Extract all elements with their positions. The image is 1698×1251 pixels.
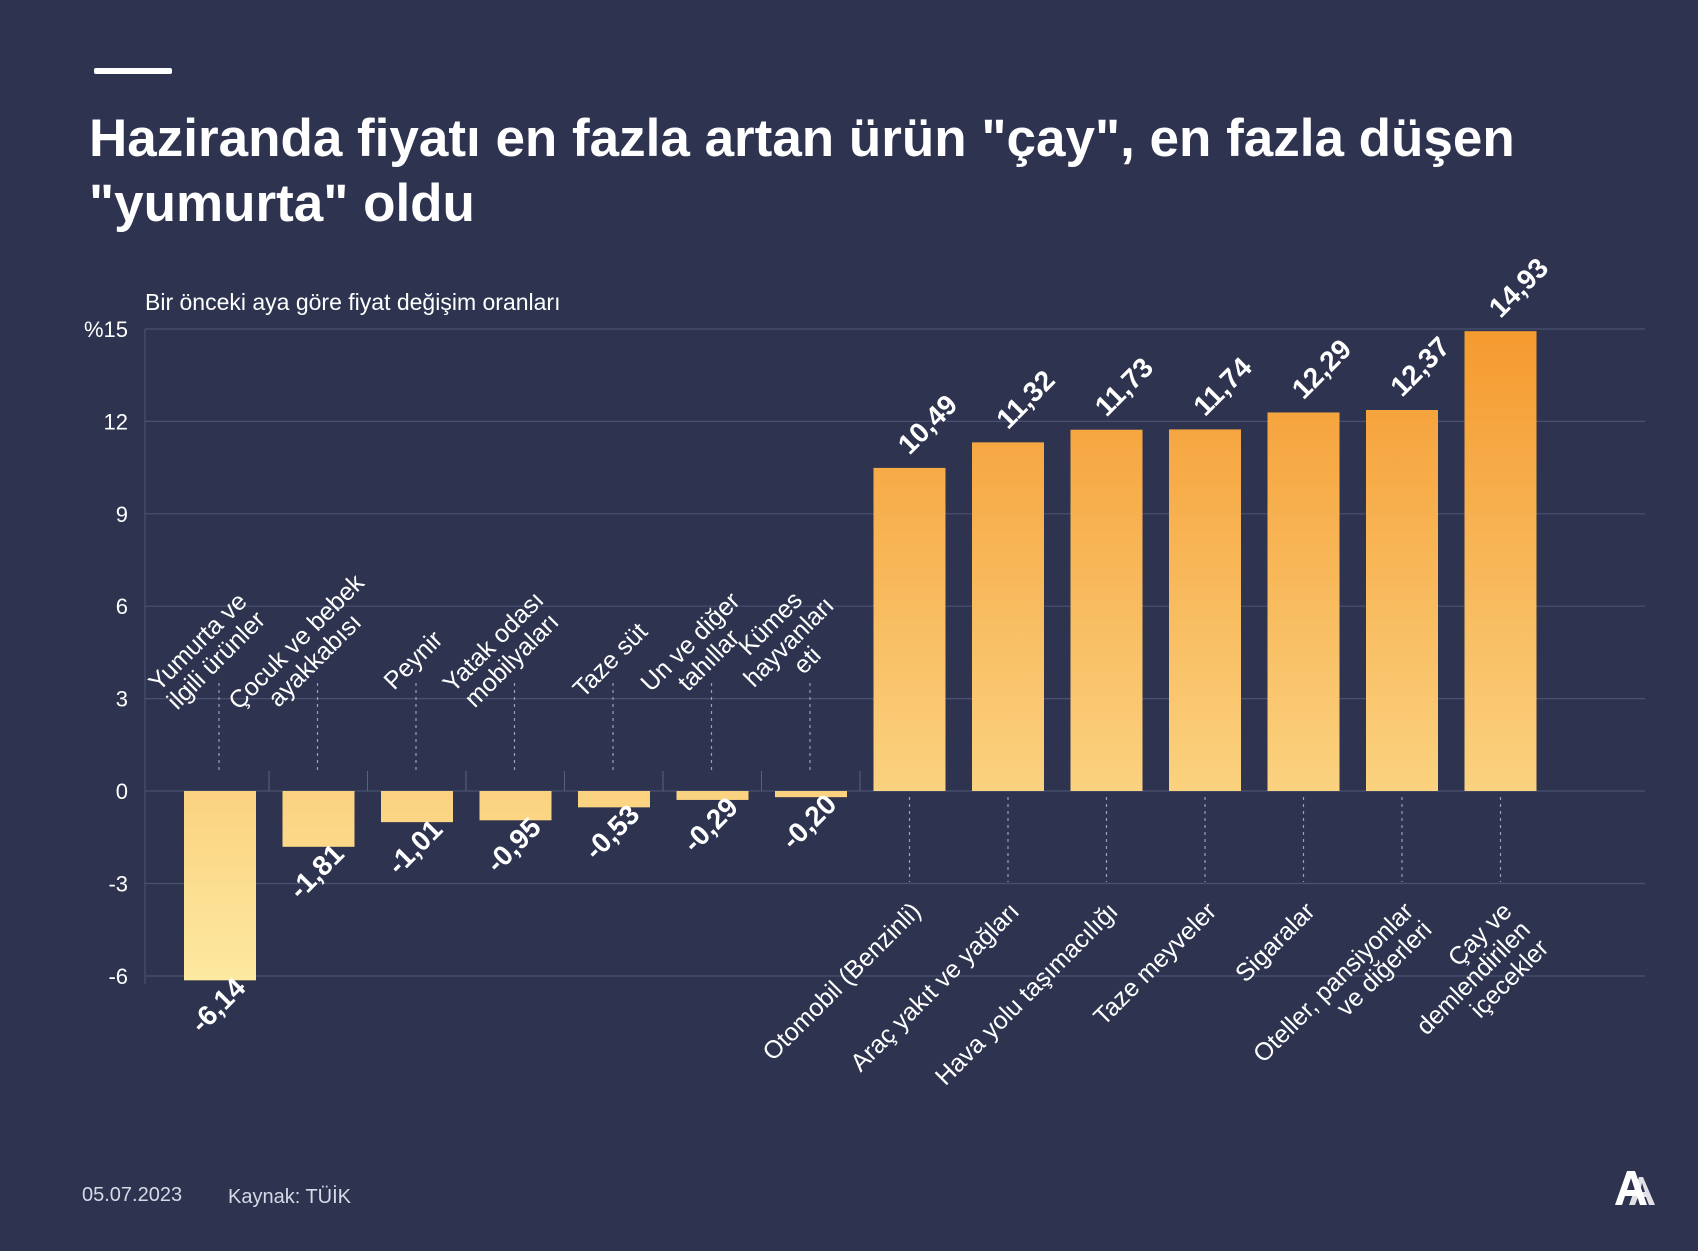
x-category-label: Sigaralar (1230, 897, 1321, 988)
bar (1070, 429, 1143, 791)
category-line: Taze süt (568, 617, 654, 703)
x-category-label: Otomobil (Benzinli) (757, 897, 926, 1066)
bar (1464, 331, 1537, 791)
category-text: Sigaralar (1230, 897, 1321, 988)
bar (184, 791, 256, 981)
data-label: -1,81 (283, 838, 350, 905)
y-tick-label: 0 (116, 779, 128, 804)
y-tick-label: %15 (84, 317, 128, 342)
footer-source: Kaynak: TÜİK (228, 1186, 352, 1208)
data-label: -0,20 (775, 788, 842, 855)
title-rule (94, 68, 172, 74)
bar (676, 791, 749, 800)
x-category-label: Kümeshayvanlarıeti (720, 573, 858, 711)
category-line: Oteller, pansiyonlar (1248, 897, 1419, 1068)
category-line: Hava yolu taşımacılığı (930, 897, 1124, 1091)
bar (1366, 410, 1438, 791)
bar (578, 791, 650, 808)
data-label: 11,32 (990, 364, 1060, 434)
bar (1169, 429, 1241, 791)
x-category-label: Araç yakıt ve yağları (845, 897, 1025, 1077)
y-tick-label: 6 (116, 594, 128, 619)
y-axis: -6 -3 0 3 6 9 12 %15 (84, 317, 128, 989)
category-text: Araç yakıt ve yağları (845, 897, 1025, 1077)
y-tick-label: 3 (116, 687, 128, 712)
x-category-label: Peynir (378, 625, 448, 695)
category-text: Hava yolu taşımacılığı (930, 897, 1124, 1091)
category-line: Araç yakıt ve yağları (845, 897, 1025, 1077)
data-label: -0,53 (578, 799, 645, 866)
data-label: 12,29 (1286, 333, 1357, 404)
category-line: Peynir (378, 625, 448, 695)
data-label: 12,37 (1384, 331, 1455, 402)
data-label: 11,74 (1187, 351, 1258, 422)
bar (873, 467, 946, 791)
data-label: 10,49 (892, 389, 963, 460)
bar (1267, 412, 1340, 791)
y-tick-label: -6 (108, 964, 128, 989)
footer-date: 05.07.2023 (82, 1184, 183, 1206)
category-text: Kümeshayvanlarıeti (720, 573, 858, 711)
data-label: -0,29 (677, 791, 744, 858)
category-line: Sigaralar (1230, 897, 1321, 988)
page-title: Haziranda fiyatı en fazla artan ürün "ça… (89, 109, 1515, 233)
bars (184, 331, 1537, 981)
y-tick-label: -3 (108, 872, 128, 897)
data-label: -1,01 (381, 813, 448, 880)
x-category-label: Hava yolu taşımacılığı (930, 897, 1124, 1091)
data-label: -0,95 (480, 811, 547, 878)
y-tick-label: 9 (116, 502, 128, 527)
bar (381, 791, 453, 823)
chart-subtitle: Bir önceki aya göre fiyat değişim oranla… (145, 289, 561, 315)
x-category-label: Yatak odasımobilyaları (438, 586, 568, 716)
aa-logo-icon (1615, 1171, 1655, 1205)
data-label: -6,14 (184, 971, 251, 1038)
bar (479, 791, 552, 821)
bar (972, 442, 1044, 791)
category-text: Otomobil (Benzinli) (757, 897, 926, 1066)
x-category-label: Çocuk ve bebekayakkabısı (223, 568, 388, 733)
bar (282, 791, 355, 847)
category-line: Otomobil (Benzinli) (757, 897, 926, 1066)
data-label: 14,93 (1483, 252, 1554, 323)
category-text: Peynir (378, 625, 448, 695)
x-category-label: Taze süt (568, 617, 654, 703)
category-text: Taze süt (568, 617, 654, 703)
data-label: 11,73 (1089, 352, 1159, 422)
y-tick-label: 12 (104, 409, 128, 434)
bar (775, 791, 847, 798)
category-text: Yatak odasımobilyaları (438, 586, 568, 716)
category-text: Çocuk ve bebekayakkabısı (223, 568, 388, 733)
